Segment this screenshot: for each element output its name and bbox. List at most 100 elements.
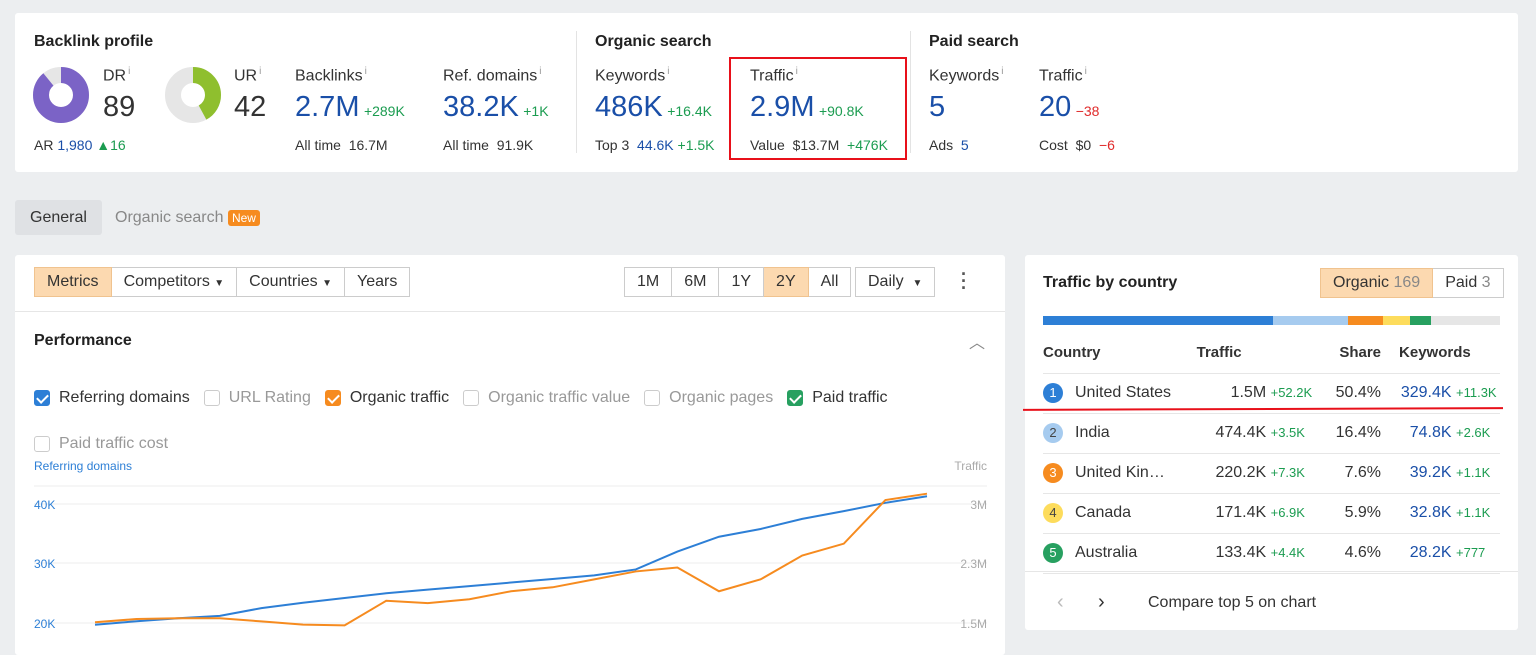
- share-segment: [1273, 316, 1349, 325]
- country-cell: 3 United Kin…: [1043, 453, 1197, 494]
- performance-panel: Metrics Competitors ▼ Countries ▼ Years …: [15, 255, 1005, 655]
- country-row[interactable]: 2 India 474.4K +3.5K 16.4% 74.8K +2.6K: [1043, 413, 1500, 454]
- checkbox-icon[interactable]: [203, 390, 220, 406]
- traffic-cell: 133.4K +4.4K: [1196, 533, 1327, 574]
- prev-page-icon[interactable]: ‹: [1057, 591, 1064, 613]
- organic-search-title: Organic search: [595, 33, 712, 50]
- checkbox-label: Referring domains: [59, 389, 190, 406]
- paid-toggle[interactable]: Paid 3: [1433, 268, 1504, 298]
- paid-cost: Cost $0 −6: [1039, 137, 1115, 153]
- col-keywords[interactable]: Keywords: [1381, 333, 1500, 374]
- checkbox-label: Organic traffic value: [488, 389, 631, 406]
- country-name[interactable]: India: [1075, 424, 1110, 441]
- country-cell: 1 United States: [1043, 373, 1197, 414]
- col-share[interactable]: Share: [1326, 333, 1382, 374]
- more-options-icon[interactable]: · · ·: [961, 264, 967, 298]
- checkbox-icon[interactable]: [324, 390, 341, 406]
- share-cell: 7.6%: [1326, 453, 1382, 494]
- paid-traffic-value[interactable]: 20 −38: [1039, 91, 1100, 123]
- country-table: Country Traffic Share Keywords 1 United S…: [1043, 333, 1500, 574]
- organic-traffic-value[interactable]: 2.9M +90.8K: [750, 91, 864, 123]
- country-name[interactable]: Canada: [1075, 504, 1132, 521]
- share-segment: [1348, 316, 1383, 325]
- keywords-cell: 39.2K +1.1K: [1381, 453, 1500, 494]
- series-line-organic-traffic: [94, 492, 928, 627]
- left-axis-label: Referring domains: [34, 459, 133, 473]
- checkbox-icon[interactable]: [787, 390, 804, 406]
- left-tick-label: 30K: [34, 557, 55, 571]
- country-name[interactable]: United Kin…: [1075, 464, 1165, 481]
- paid-keywords-label: Keywords i: [929, 66, 1004, 85]
- collapse-chevron-icon[interactable]: ︿: [969, 335, 986, 352]
- backlinks-value[interactable]: 2.7M +289K: [295, 91, 405, 123]
- range-1m[interactable]: 1M: [624, 267, 673, 297]
- checkbox-organic-traffic[interactable]: Organic traffic: [324, 377, 450, 419]
- ur-donut-icon: [165, 67, 221, 123]
- summary-card: Backlink profile DR i 89 UR i 42 AR 1,980 …: [15, 13, 1518, 172]
- country-cell: 5 Australia: [1043, 533, 1197, 574]
- ur-label: UR i: [234, 66, 262, 85]
- rank-badge: 4: [1043, 503, 1063, 523]
- checkbox-label: URL Rating: [228, 389, 311, 406]
- interval-dropdown[interactable]: Daily ▼: [855, 267, 936, 297]
- checkbox-label: Organic traffic: [349, 389, 450, 406]
- keywords-cell: 74.8K +2.6K: [1381, 413, 1500, 454]
- tab-general[interactable]: General: [15, 200, 102, 235]
- rank-badge: 5: [1043, 543, 1063, 563]
- col-country[interactable]: Country: [1043, 333, 1197, 374]
- checkbox-icon[interactable]: [34, 436, 50, 452]
- competitors-dropdown[interactable]: Competitors ▼: [111, 267, 238, 297]
- refdomains-alltime: All time 91.9K: [443, 137, 534, 153]
- organic-toggle[interactable]: Organic 169: [1320, 268, 1434, 298]
- ur-value: 42: [234, 91, 267, 123]
- refdomains-value[interactable]: 38.2K +1K: [443, 91, 549, 123]
- range-2y[interactable]: 2Y: [764, 267, 809, 297]
- next-page-icon[interactable]: ›: [1098, 591, 1105, 613]
- years-button[interactable]: Years: [345, 267, 411, 297]
- metrics-button[interactable]: Metrics: [34, 267, 112, 297]
- checkbox-referring-domains[interactable]: Referring domains: [34, 377, 190, 419]
- new-badge: New: [227, 210, 260, 226]
- paid-ads: Ads 5: [929, 137, 969, 153]
- right-axis-label: Traffic: [954, 459, 987, 473]
- country-name[interactable]: Australia: [1075, 544, 1138, 561]
- share-cell: 50.4%: [1326, 373, 1382, 414]
- checkbox-organic-pages[interactable]: Organic pages: [644, 377, 773, 419]
- checkbox-icon[interactable]: [34, 390, 50, 406]
- organic-value: Value $13.7M +476K: [750, 137, 888, 153]
- dr-value: 89: [103, 91, 136, 123]
- country-row[interactable]: 3 United Kin… 220.2K +7.3K 7.6% 39.2K +1.…: [1043, 453, 1500, 494]
- ar-value[interactable]: 1,980: [57, 137, 93, 153]
- share-segment: [1382, 316, 1410, 325]
- performance-chart: 20K 1.5M 30K 2.3M 40K 3M: [34, 485, 987, 631]
- checkbox-label: Paid traffic: [812, 389, 888, 406]
- dr-label: DR i: [103, 66, 131, 85]
- metric-checkboxes: Referring domains URL Rating Organic traff…: [34, 377, 994, 469]
- series-line-referring-domains: [94, 495, 928, 626]
- checkbox-icon[interactable]: [644, 390, 661, 406]
- keywords-cell: 32.8K +1.1K: [1381, 493, 1500, 534]
- range-6m[interactable]: 6M: [672, 267, 720, 297]
- paid-keywords-value[interactable]: 5: [929, 91, 946, 123]
- organic-traffic-label: Traffic i: [750, 66, 798, 85]
- countries-dropdown[interactable]: Countries ▼: [237, 267, 346, 297]
- checkbox-url-rating[interactable]: URL Rating: [203, 377, 311, 419]
- checkbox-icon[interactable]: [463, 390, 480, 406]
- tab-organic-search[interactable]: Organic search New: [115, 200, 260, 236]
- country-row[interactable]: 5 Australia 133.4K +4.4K 4.6% 28.2K +777: [1043, 533, 1500, 574]
- col-traffic[interactable]: Traffic: [1196, 333, 1327, 374]
- paid-traffic-label: Traffic i: [1039, 66, 1087, 85]
- country-row[interactable]: 1 United States 1.5M +52.2K 50.4% 329.4K …: [1043, 373, 1500, 414]
- right-tick-label: 3M: [970, 498, 987, 512]
- checkbox-organic-traffic-value[interactable]: Organic traffic value: [463, 377, 630, 419]
- compare-top5-link[interactable]: Compare top 5 on chart: [1148, 594, 1317, 611]
- traffic-by-country-panel: Traffic by country Organic 169 Paid 3 Co…: [1022, 255, 1518, 630]
- country-row[interactable]: 4 Canada 171.4K +6.9K 5.9% 32.8K +1.1K: [1043, 493, 1500, 534]
- checkbox-paid-traffic[interactable]: Paid traffic: [787, 377, 888, 419]
- range-1y[interactable]: 1Y: [719, 267, 765, 297]
- organic-keywords-value[interactable]: 486K +16.4K: [595, 91, 712, 123]
- checkbox-paid-traffic-cost[interactable]: Paid traffic cost: [34, 423, 168, 465]
- country-name[interactable]: United States: [1075, 384, 1172, 401]
- range-all[interactable]: All: [808, 267, 852, 297]
- left-tick-label: 40K: [34, 498, 55, 512]
